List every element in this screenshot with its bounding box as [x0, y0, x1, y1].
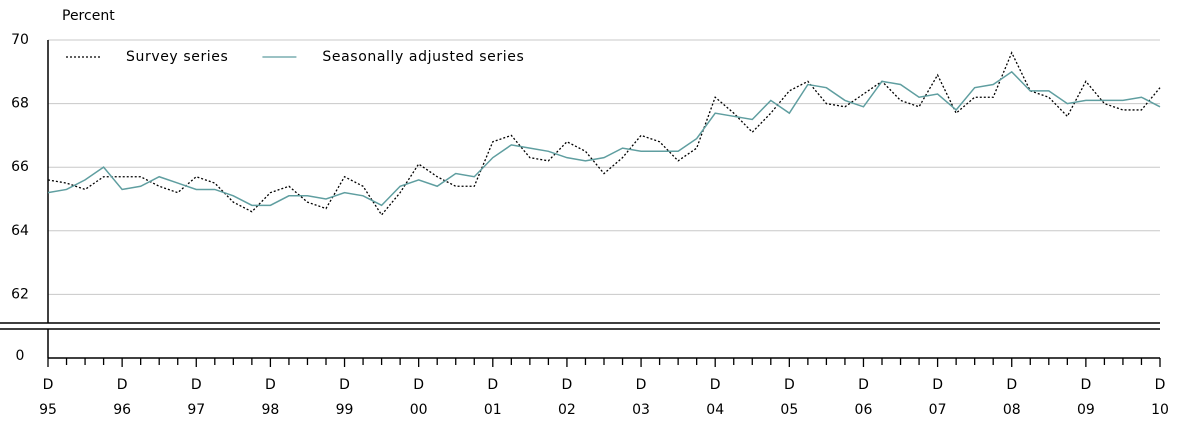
- x-tick-label: D 97: [187, 377, 205, 418]
- x-tick-label: D 96: [113, 377, 131, 418]
- x-tick-label: D 10: [1151, 377, 1169, 418]
- x-tick-label: D 03: [632, 377, 650, 418]
- x-tick-label: D 09: [1077, 377, 1095, 418]
- y-tick-label: 70: [11, 32, 29, 48]
- series-line: [47, 51, 1161, 216]
- x-tick-label: D 07: [929, 377, 947, 418]
- x-tick-label: D 95: [39, 377, 57, 418]
- legend-label: Survey series: [126, 49, 228, 65]
- x-tick-label: D 08: [1003, 377, 1021, 418]
- x-tick-label: D 02: [558, 377, 576, 418]
- x-tick-label: D 06: [855, 377, 873, 418]
- y-tick-label: 62: [11, 286, 29, 302]
- x-tick-label: D 98: [261, 377, 279, 418]
- series-line: [47, 70, 1161, 207]
- x-tick-label: D 05: [780, 377, 798, 418]
- y-tick-label: 68: [11, 96, 29, 112]
- x-tick-label: D 04: [706, 377, 724, 418]
- y-axis-label: Percent: [62, 8, 115, 24]
- x-tick-label: D 00: [410, 377, 428, 418]
- y-tick-label: 0: [16, 348, 25, 364]
- x-tick-label: D 01: [484, 377, 502, 418]
- y-tick-label: 66: [11, 159, 29, 175]
- legend-label: Seasonally adjusted series: [322, 49, 524, 65]
- y-tick-label: 64: [11, 223, 29, 239]
- x-tick-label: D 99: [336, 377, 354, 418]
